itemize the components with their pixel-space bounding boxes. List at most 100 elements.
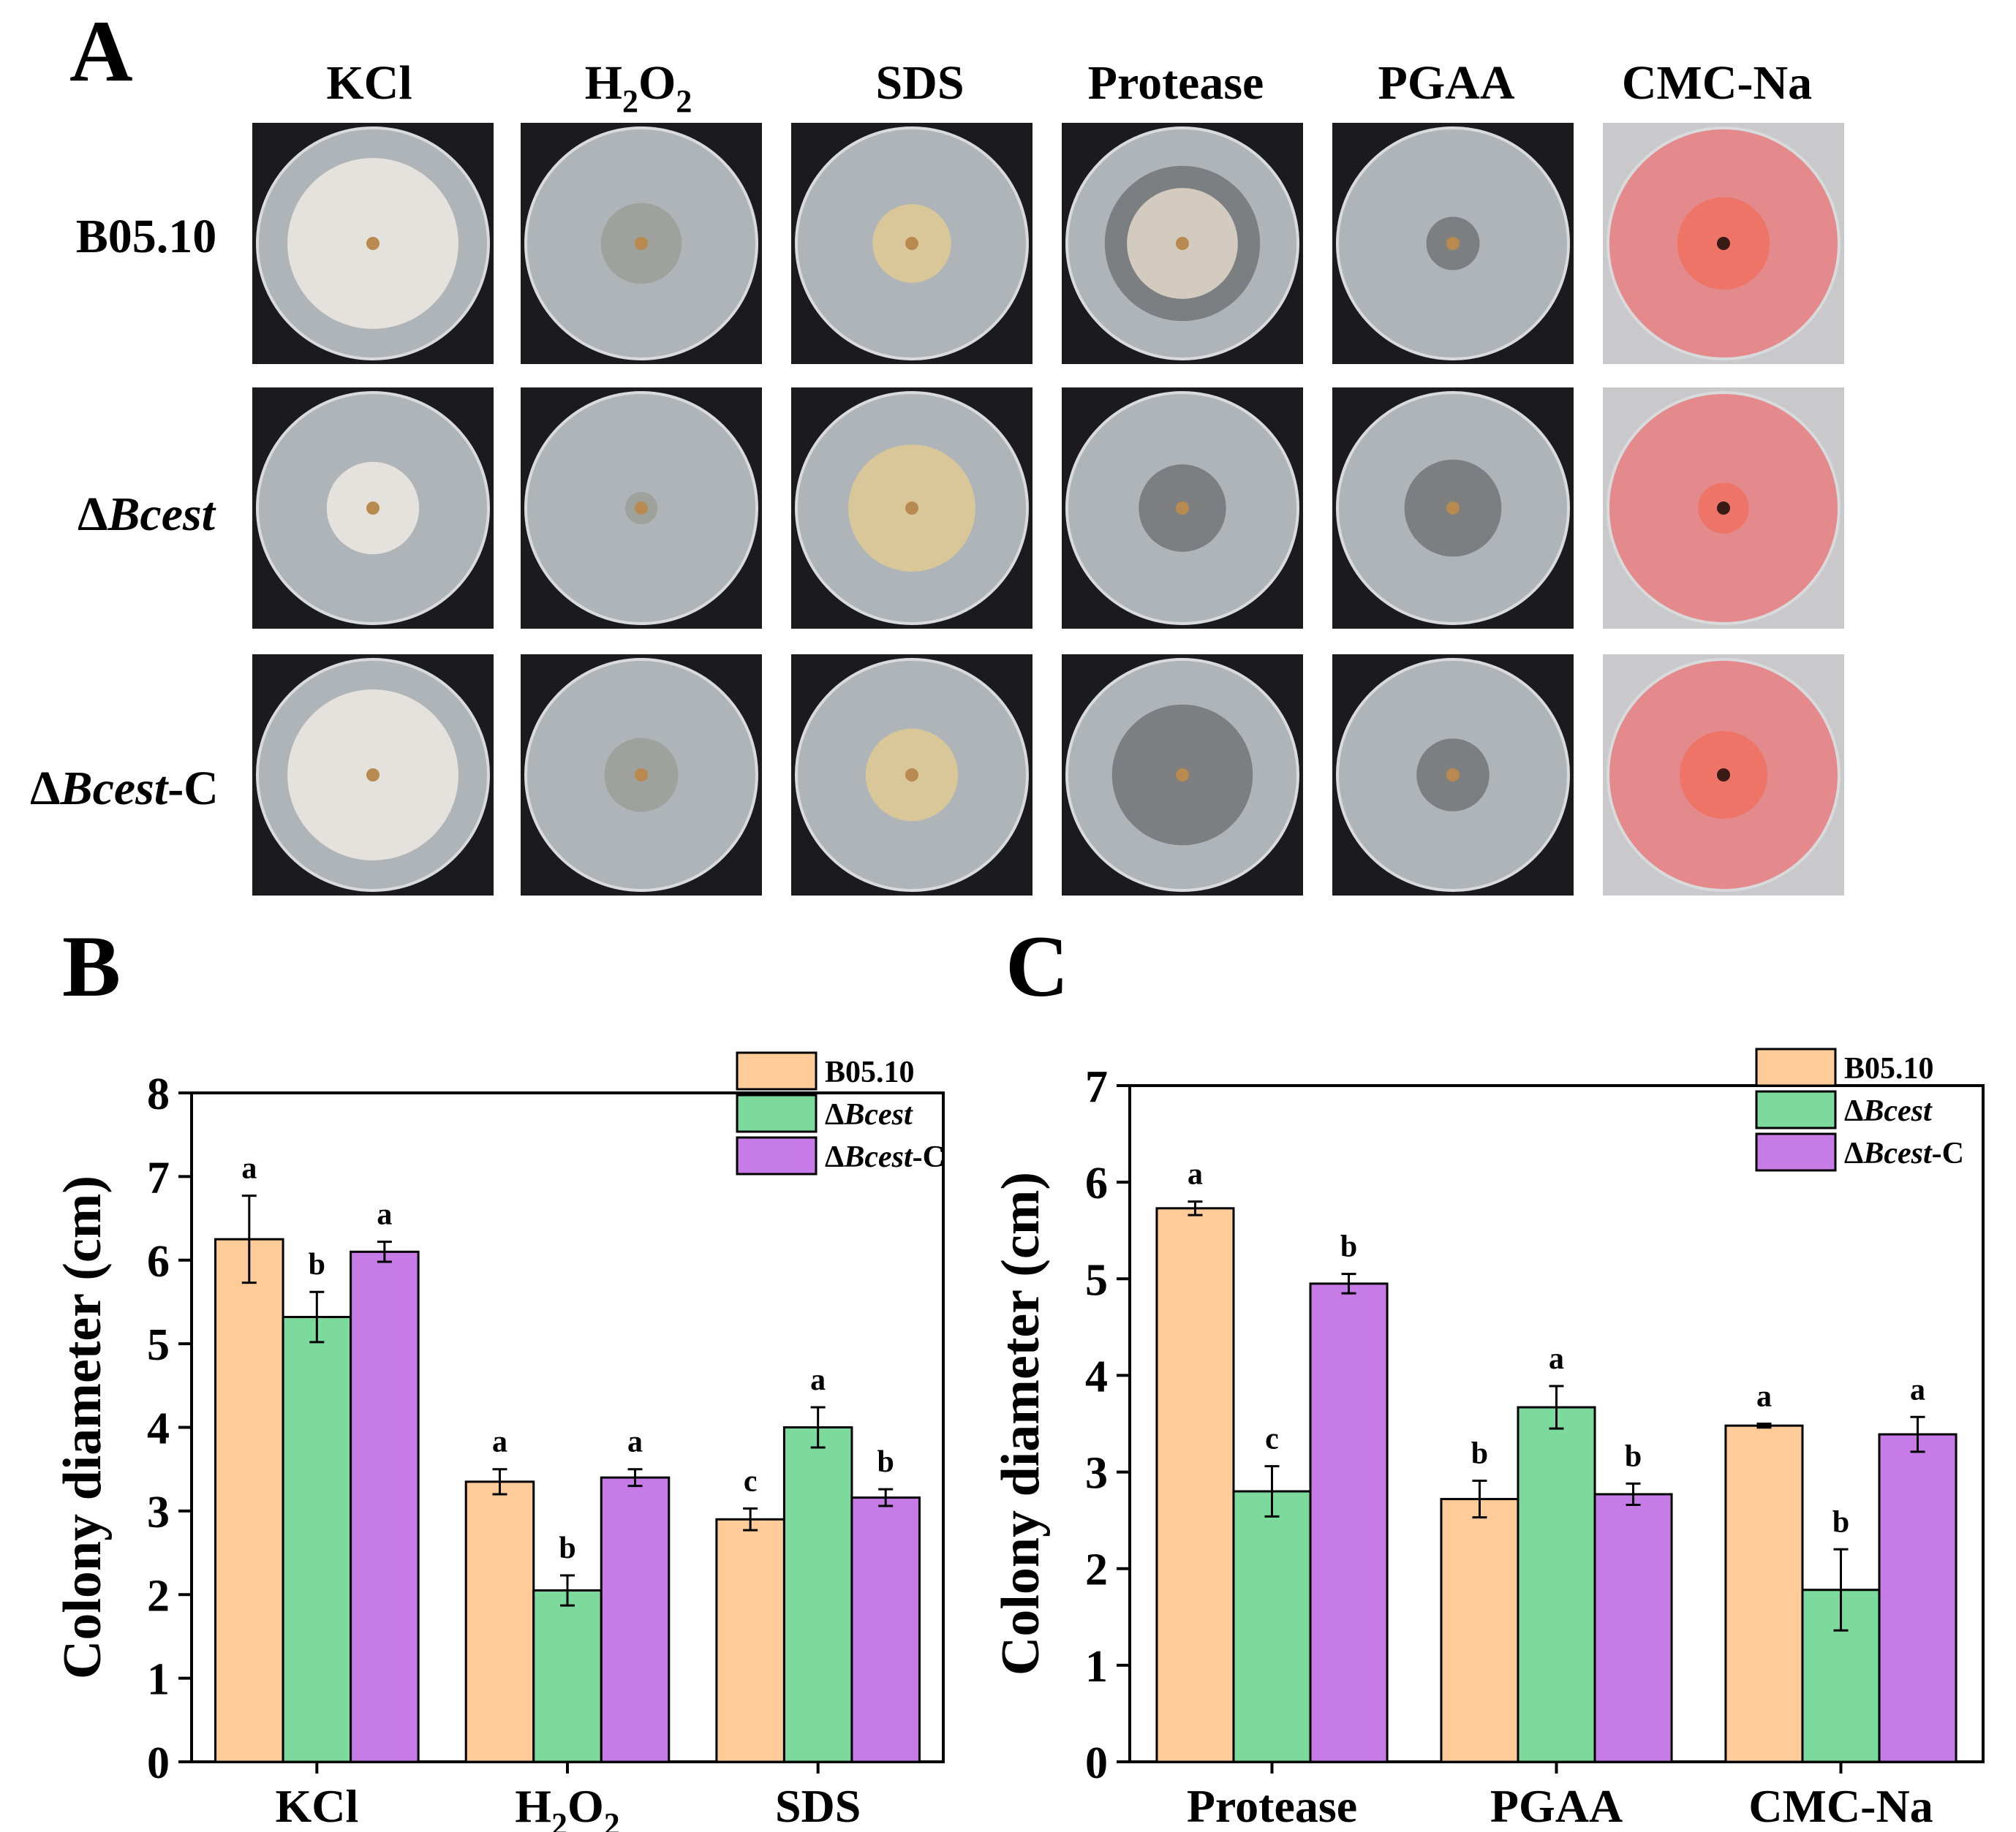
significance-letter: b [1625,1439,1642,1473]
significance-letter: c [744,1464,758,1498]
plate-photo-dbcest-pgaa [1332,387,1574,629]
inoculation-plug [905,501,918,515]
y-tick-label: 7 [147,1153,170,1203]
legend-swatch [1755,1048,1837,1087]
bar-sds-series-2 [850,1496,921,1763]
inoculation-plug [1717,237,1730,250]
bar-sds-series-0 [715,1518,785,1763]
panel-c-label: C [1005,917,1069,1015]
bar-cmc-na-series-0 [1724,1424,1804,1763]
inoculation-plug [635,768,648,781]
plate-photo-b0510-kcl [252,123,494,364]
inoculation-plug [1176,237,1189,250]
chart-panel-c: 0 1 2 3 4 5 6 7 Colony diameter (cm) Protease a c b P… [991,1048,1985,1832]
inoculation-plug [366,768,380,781]
plate-photo-b0510-protease [1062,123,1303,364]
y-tick-label: 0 [1085,1738,1108,1788]
significance-letter: b [1340,1230,1357,1264]
column-header-pgaa: PGAA [1378,56,1515,110]
column-header-kcl: KCl [326,56,412,110]
bar-cmc-na-series-2 [1878,1433,1958,1763]
y-tick-label: 6 [1085,1159,1108,1208]
plate-photo-dbcest-c-cmc-na [1603,654,1844,896]
y-tick-label: 5 [147,1320,170,1370]
significance-letter: a [377,1198,392,1232]
y-axis-label: Colony diameter (cm) [53,1176,113,1679]
y-tick-label: 4 [147,1404,170,1454]
inoculation-plug [1717,768,1730,781]
x-tick-label: PGAA [1490,1780,1623,1832]
legend-label: B05.10 [1844,1052,1934,1086]
bar-sds-series-1 [782,1426,853,1763]
column-header-h2o2-h: H [585,56,622,110]
legend-swatch [1755,1132,1837,1172]
y-tick-label: 2 [147,1571,170,1621]
x-tick-label: CMC-Na [1748,1780,1933,1832]
bar-pgaa-series-0 [1440,1498,1519,1763]
row-label-dbcest: ΔBcest [78,488,216,541]
bar-pgaa-series-1 [1517,1406,1596,1763]
legend-label: ΔBcest [825,1098,913,1132]
y-axis-label: Colony diameter (cm) [991,1172,1051,1676]
y-tick-label: 1 [147,1655,170,1705]
column-header-h2o2-sub2: 2 [676,83,692,119]
inoculation-plug [1176,501,1189,515]
panel-b-label: B [62,917,121,1015]
y-tick-label: 7 [1085,1062,1108,1112]
plate-photo-b0510-cmc-na [1603,123,1844,364]
bar-protease-series-0 [1155,1207,1235,1763]
column-header-protease: Protease [1088,56,1264,110]
x-tick-label: H2O2 [515,1780,620,1832]
bar-h2o2-series-1 [532,1589,603,1763]
y-tick-label: 5 [1085,1255,1108,1305]
significance-letter: b [877,1445,894,1479]
inoculation-plug [1176,768,1189,781]
significance-letter: a [1188,1158,1203,1192]
panel-a: A KCl H2O2 SDS Protease PGAA CMC-Na B05.… [30,2,1844,896]
significance-letter: a [1756,1380,1772,1414]
significance-letter: c [1265,1423,1279,1456]
legend-label: B05.10 [825,1056,915,1089]
plate-photo-dbcest-sds [791,387,1032,629]
column-header-h2o2-sub1: 2 [622,83,638,119]
bar-h2o2-series-2 [600,1476,671,1763]
y-tick-label: 0 [147,1738,170,1788]
legend-label: ΔBcest-C [1844,1137,1964,1170]
bar-protease-series-2 [1309,1282,1389,1763]
plate-photo-dbcest-c-pgaa [1332,654,1574,896]
row-labels: B05.10 ΔBcest ΔBcest-C [30,210,219,815]
significance-letter: a [810,1363,826,1397]
bar-h2o2-series-0 [464,1480,535,1763]
row-label-dbcest-c: ΔBcest-C [30,762,219,815]
bar-kcl-series-1 [282,1316,352,1763]
bar-cmc-na-series-1 [1801,1589,1881,1763]
bar-pgaa-series-2 [1593,1493,1673,1763]
chart-panel-b: 0 1 2 3 4 5 6 7 8 Colony diameter (cm) KCl a b a H2O2 a… [53,1051,945,1832]
legend-swatch [736,1051,818,1091]
legend-swatch [736,1094,818,1133]
plate-photo-grid [252,123,1844,896]
panel-a-label: A [69,2,133,99]
y-tick-label: 4 [1085,1352,1108,1401]
inoculation-plug [635,237,648,250]
y-tick-label: 8 [147,1070,170,1119]
plate-photo-dbcest-h2o2 [521,387,762,629]
plate-photo-dbcest-protease [1062,387,1303,629]
significance-letter: a [241,1152,257,1186]
inoculation-plug [1717,501,1730,515]
inoculation-plug [905,237,918,250]
significance-letter: b [309,1248,325,1282]
inoculation-plug [1446,768,1460,781]
column-header-h2o2-o: O [638,56,676,110]
inoculation-plug [366,501,380,515]
legend-label: ΔBcest [1844,1094,1933,1128]
row-label-b0510: B05.10 [76,210,217,263]
y-tick-label: 6 [147,1237,170,1287]
x-tick-label: SDS [775,1780,861,1832]
plate-photo-b0510-pgaa [1332,123,1574,364]
y-tick-label: 3 [147,1488,170,1537]
legend: B05.10 ΔBcest ΔBcest-C [736,1051,945,1176]
bar-protease-series-1 [1232,1490,1312,1763]
x-tick-label: KCl [275,1780,358,1832]
